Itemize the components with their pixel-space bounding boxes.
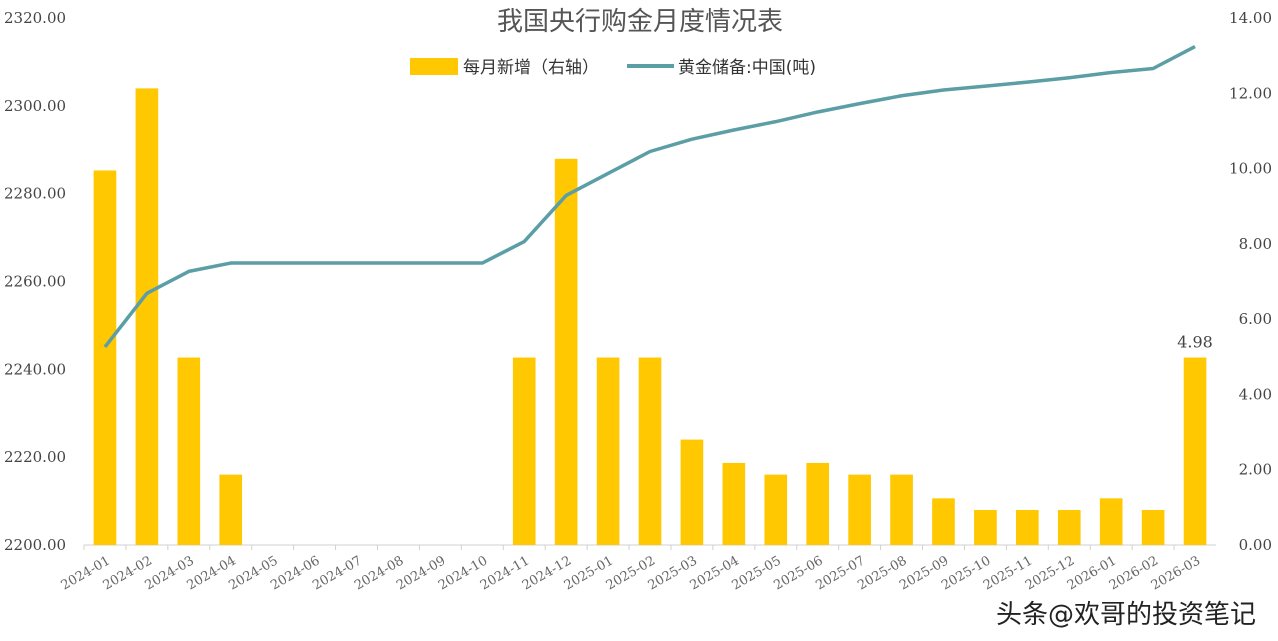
bar <box>93 170 117 546</box>
y-left-tick-label: 2300.00 <box>4 97 66 115</box>
bar <box>177 357 201 545</box>
reserve-line-path <box>103 44 1196 349</box>
bar <box>974 509 997 545</box>
legend: 每月新增（右轴） 黄金储备:中国(吨) <box>410 58 816 78</box>
bars <box>93 88 1207 546</box>
bar <box>638 357 662 545</box>
legend-line-label: 黄金储备:中国(吨) <box>678 58 816 78</box>
chart-title: 我国央行购金月度情况表 <box>497 7 783 37</box>
y-left-tick-label: 2320.00 <box>4 9 66 27</box>
y-left-tick-label: 2240.00 <box>4 360 66 378</box>
bar <box>1183 357 1207 545</box>
bar <box>890 474 913 545</box>
y-left-tick-label: 2220.00 <box>4 448 66 466</box>
y-right-tick-label: 10.00 <box>1229 160 1272 178</box>
bar <box>848 474 871 545</box>
bar <box>554 158 578 545</box>
bar <box>1099 498 1123 545</box>
y-left-tick-label: 2280.00 <box>4 185 66 203</box>
bar <box>764 474 788 545</box>
y-right-tick-label: 0.00 <box>1239 536 1272 554</box>
y-left-tick-label: 2200.00 <box>4 536 66 554</box>
bar <box>1057 509 1081 545</box>
y-right-tick-label: 6.00 <box>1239 310 1272 328</box>
y-right-tick-label: 2.00 <box>1239 461 1272 479</box>
y-right-tick-label: 4.00 <box>1239 385 1272 403</box>
data-label: 4.98 <box>1177 333 1213 352</box>
bar <box>135 88 159 545</box>
bar <box>1141 509 1165 545</box>
y-right-tick-label: 14.00 <box>1229 9 1272 27</box>
bar <box>722 462 746 545</box>
bar <box>596 357 620 545</box>
bar <box>512 357 536 545</box>
y-left-tick-label: 2260.00 <box>4 273 66 291</box>
bar <box>219 474 243 545</box>
legend-bar-label: 每月新增（右轴） <box>463 58 599 78</box>
bar <box>1016 509 1039 545</box>
bar <box>932 498 955 545</box>
data-labels: 4.98 <box>1177 333 1213 352</box>
bar <box>806 462 830 545</box>
legend-bar-swatch <box>410 58 458 75</box>
y-right-tick-label: 8.00 <box>1239 235 1272 253</box>
bar <box>680 439 704 545</box>
y-right-tick-label: 12.00 <box>1229 84 1272 102</box>
watermark: 头条@欢哥的投资笔记 <box>995 600 1256 630</box>
reserve-line <box>103 44 1196 349</box>
